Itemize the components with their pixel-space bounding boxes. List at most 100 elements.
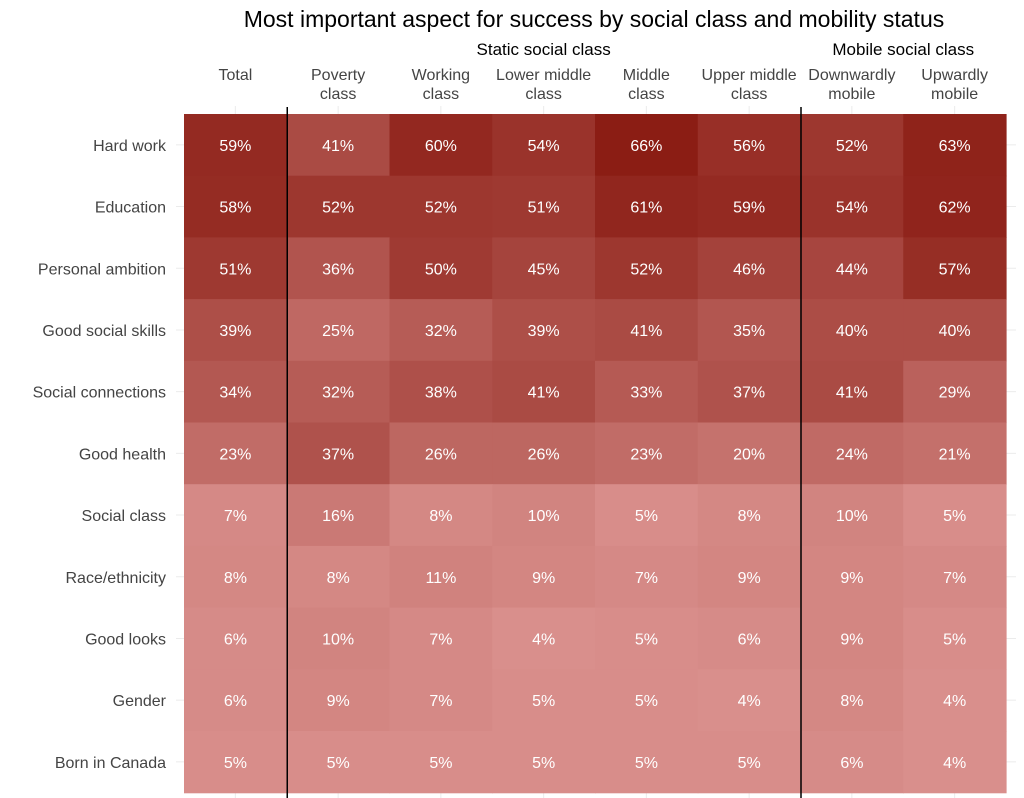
heatmap-cell (286, 545, 391, 609)
column-label: Poverty class (311, 67, 365, 103)
heatmap-cells (184, 114, 1007, 794)
heatmap-cell (389, 607, 493, 670)
heatmap-cell (800, 731, 904, 794)
heatmap-cell (389, 422, 493, 485)
cell-value-label: 26% (528, 446, 560, 463)
heatmap-cell (903, 299, 1007, 362)
heatmap-cell (800, 175, 904, 238)
row-label: Gender (113, 693, 167, 710)
heatmap-cell (184, 422, 288, 485)
cell-value-label: 45% (528, 261, 560, 278)
heatmap-cell (595, 360, 699, 424)
cell-value-label: 52% (630, 261, 662, 278)
heatmap-cell (800, 545, 904, 609)
cell-value-label: 35% (733, 323, 765, 340)
heatmap-cell (903, 237, 1007, 300)
heatmap-cell (595, 484, 699, 547)
cell-value-label: 59% (733, 200, 765, 217)
cell-value-label: 5% (943, 508, 966, 525)
heatmap-cell (389, 731, 493, 794)
heatmap-cell (595, 175, 699, 238)
cell-value-label: 7% (429, 631, 452, 648)
cell-value-label: 21% (939, 446, 971, 463)
cell-value-label: 10% (528, 508, 560, 525)
cell-value-label: 36% (322, 261, 354, 278)
cell-value-label: 63% (939, 138, 971, 155)
row-label: Good social skills (42, 323, 166, 340)
heatmap-cell (800, 237, 904, 300)
heatmap-cell (184, 545, 288, 609)
cell-value-label: 9% (532, 570, 555, 587)
cell-value-label: 32% (425, 323, 457, 340)
heatmap-cell (800, 114, 904, 177)
cell-value-label: 9% (840, 631, 863, 648)
column-label: Upwardly mobile (921, 67, 988, 103)
column-group-label: Static social class (477, 40, 611, 59)
column-label: Lower middle class (496, 67, 591, 103)
row-label: Good health (79, 446, 166, 463)
cell-value-label: 59% (219, 138, 251, 155)
cell-value-label: 4% (532, 631, 555, 648)
cell-value-label: 38% (425, 385, 457, 402)
heatmap-cell (595, 237, 699, 300)
heatmap-cell (286, 422, 391, 485)
cell-value-label: 40% (939, 323, 971, 340)
heatmap-cell (595, 114, 699, 177)
group-separators (286, 107, 802, 798)
heatmap-cell (903, 484, 1007, 547)
heatmap-cell (800, 422, 904, 485)
heatmap-cell (492, 360, 596, 424)
cell-value-label: 52% (836, 138, 868, 155)
heatmap-cell (286, 175, 391, 238)
heatmap-cell (492, 484, 596, 547)
heatmap-cell (903, 360, 1007, 424)
cell-value-label: 25% (322, 323, 354, 340)
heatmap-cell (286, 731, 391, 794)
heatmap-cell (492, 731, 596, 794)
cell-value-label: 58% (219, 200, 251, 217)
heatmap-cell (595, 669, 699, 732)
cell-value-label: 5% (738, 755, 761, 772)
heatmap-cell (697, 484, 802, 547)
row-labels: Hard work Education Personal ambition Good … (33, 138, 167, 772)
heatmap-cell (595, 607, 699, 670)
cell-value-label: 29% (939, 385, 971, 402)
heatmap-cell (903, 175, 1007, 238)
heatmap-cell (697, 237, 802, 300)
cell-value-label: 51% (219, 261, 251, 278)
cell-value-label: 9% (738, 570, 761, 587)
heatmap-cell (184, 237, 288, 300)
row-label: Born in Canada (55, 755, 166, 772)
cell-value-label: 8% (840, 693, 863, 710)
heatmap-cell (184, 360, 288, 424)
heatmap-cell (800, 360, 904, 424)
cell-value-labels: 59% 41% 60% 54% 66% 56% 52% 63% 58% 52% 52% 51% 61% 5… (219, 138, 970, 772)
cell-value-label: 39% (219, 323, 251, 340)
cell-value-label: 24% (836, 446, 868, 463)
cell-value-label: 10% (322, 631, 354, 648)
heatmap-cell (697, 669, 802, 732)
cell-value-label: 66% (630, 138, 662, 155)
row-label: Race/ethnicity (66, 570, 167, 587)
cell-value-label: 5% (532, 755, 555, 772)
cell-value-label: 39% (528, 323, 560, 340)
heatmap-cell (389, 669, 493, 732)
heatmap-cell (595, 299, 699, 362)
heatmap-cell (800, 669, 904, 732)
heatmap-cell (595, 422, 699, 485)
cell-value-label: 16% (322, 508, 354, 525)
cell-value-label: 6% (738, 631, 761, 648)
cell-value-label: 6% (840, 755, 863, 772)
cell-value-label: 20% (733, 446, 765, 463)
cell-value-label: 44% (836, 261, 868, 278)
cell-value-label: 46% (733, 261, 765, 278)
heatmap-cell (697, 175, 802, 238)
heatmap-cell (492, 237, 596, 300)
cell-value-label: 5% (224, 755, 247, 772)
cell-value-label: 37% (322, 446, 354, 463)
column-label: Downwardly mobile (808, 67, 895, 103)
heatmap-cell (286, 237, 391, 300)
heatmap-cell (184, 299, 288, 362)
heatmap-cell (903, 114, 1007, 177)
heatmap-cell (492, 114, 596, 177)
